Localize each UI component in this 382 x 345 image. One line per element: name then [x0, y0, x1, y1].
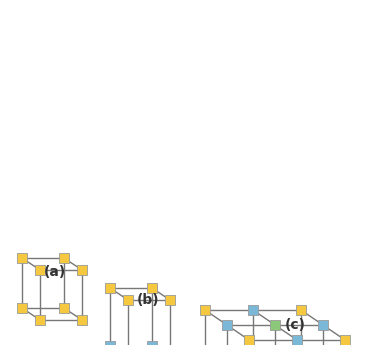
Text: (a): (a) — [44, 265, 66, 279]
Point — [79, 317, 85, 323]
Point — [19, 255, 25, 261]
Point — [202, 307, 208, 313]
Point — [298, 307, 304, 313]
Point — [224, 322, 230, 328]
Point — [167, 297, 173, 303]
Point — [272, 322, 278, 328]
Point — [37, 317, 43, 323]
Point — [246, 337, 252, 343]
Point — [61, 305, 67, 311]
Point — [61, 255, 67, 261]
Point — [320, 322, 326, 328]
Point — [125, 297, 131, 303]
Point — [37, 267, 43, 273]
Point — [79, 267, 85, 273]
Text: (b): (b) — [137, 293, 159, 307]
Text: (c): (c) — [285, 318, 306, 332]
Point — [19, 305, 25, 311]
Point — [149, 343, 155, 345]
Point — [149, 285, 155, 291]
Point — [342, 337, 348, 343]
Point — [107, 285, 113, 291]
Point — [107, 343, 113, 345]
Point — [294, 337, 300, 343]
Point — [250, 307, 256, 313]
